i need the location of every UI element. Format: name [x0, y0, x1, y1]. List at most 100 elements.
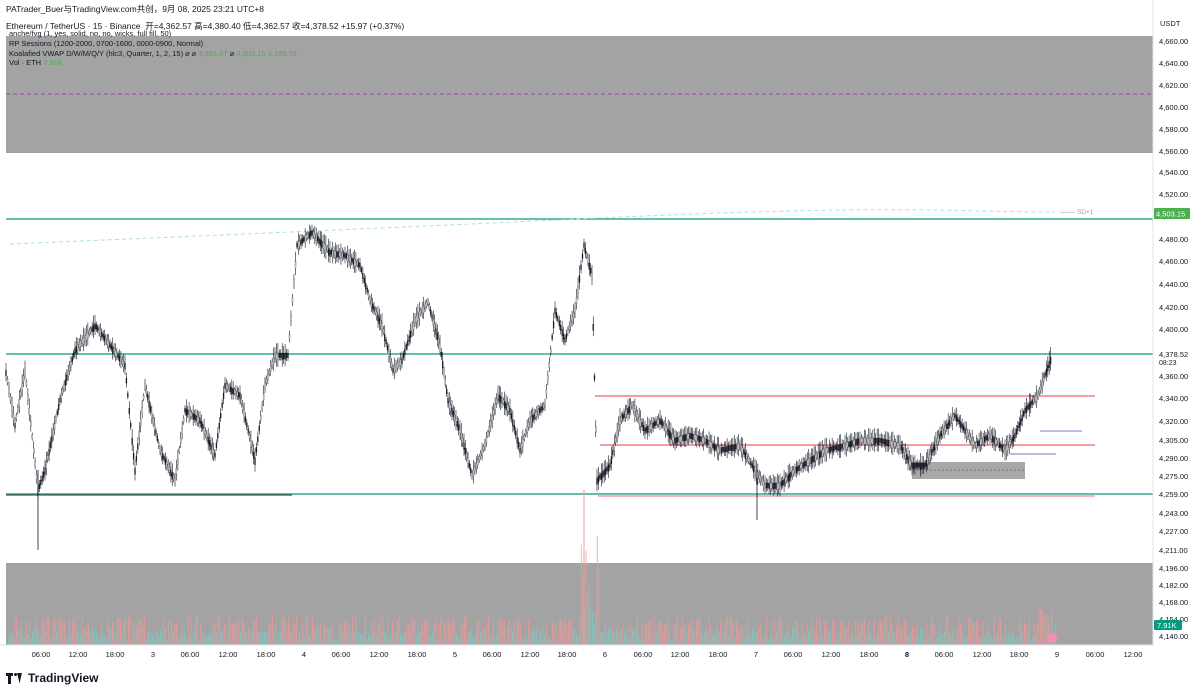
candle-body [281, 352, 283, 361]
candle-body [322, 242, 324, 249]
candle-body [860, 437, 863, 443]
volume-bar [776, 631, 777, 645]
volume-bar [1001, 634, 1003, 645]
candle-body [623, 412, 625, 419]
candle-body [448, 401, 450, 409]
candle-body [1000, 443, 1002, 449]
candle-body [602, 471, 604, 478]
time-tick-label: 06:00 [332, 650, 351, 659]
candle-body [593, 375, 596, 380]
price-tick-label: 4,460.00 [1159, 257, 1188, 266]
price-tick-label: 4,140.00 [1159, 632, 1188, 641]
volume-bar [161, 632, 163, 645]
brand-name: TradingView [28, 671, 99, 685]
candle-body [786, 476, 788, 481]
volume-bar [406, 625, 408, 645]
volume-bar [336, 639, 337, 645]
candle-body [227, 384, 229, 390]
candle-body [427, 299, 429, 305]
legend-vwap[interactable]: Koalafied VWAP D/W/M/Q/Y (hlc3, Quarter,… [9, 49, 297, 59]
candle-body [852, 440, 854, 446]
tradingview-branding[interactable]: TradingView [6, 671, 98, 685]
volume-bar [988, 634, 990, 645]
candle-body [840, 443, 842, 452]
legend-volume[interactable]: Vol · ETH 7.91K [9, 58, 297, 68]
candle-body [414, 317, 416, 324]
volume-bar [1035, 632, 1037, 645]
time-tick-label: 3 [151, 650, 155, 659]
ohlc-values: 开=4,362.57 高=4,380.40 低=4,362.57 收=4,378… [145, 21, 405, 31]
candle-body [51, 436, 53, 443]
volume-bar [702, 636, 704, 645]
volume-bar [796, 620, 798, 645]
candle-body [660, 419, 663, 425]
volume-bar [664, 623, 665, 645]
volume-bar [577, 637, 579, 645]
volume-bar [867, 625, 869, 645]
candle-body [490, 420, 492, 427]
volume-bar [17, 628, 19, 645]
volume-bar [294, 623, 296, 645]
volume-bar [884, 615, 886, 645]
volume-bar [745, 629, 747, 645]
candle-body [908, 458, 910, 465]
candle-body [77, 344, 79, 351]
symbol-title[interactable]: Ethereum / TetherUS · 15 · Binance [6, 21, 141, 31]
candle-body [1004, 447, 1006, 455]
volume-bar [64, 621, 65, 645]
candle-body [128, 407, 130, 414]
volume-bar [609, 629, 611, 645]
candle-body [751, 463, 753, 468]
volume-bar [592, 611, 593, 645]
volume-bar [464, 617, 465, 645]
volume-bar [451, 619, 453, 645]
candle-body [627, 407, 629, 415]
candle-body [596, 477, 598, 485]
candle-body [986, 434, 988, 441]
candle-body [341, 252, 343, 258]
volume-bar [980, 638, 982, 645]
candle-body [568, 324, 570, 330]
candle-body [824, 447, 826, 456]
candle-body [607, 464, 610, 472]
candle-body [485, 437, 488, 443]
volume-bar [428, 634, 430, 645]
candle-body [435, 328, 437, 335]
volume-bar [819, 618, 821, 645]
currency-label[interactable]: USDT [1160, 19, 1181, 28]
candle-body [835, 444, 838, 450]
volume-bar [912, 625, 913, 645]
candle-body [958, 419, 960, 425]
legend-fvg[interactable]: anche/fvg (1, yes, solid, no, no, wicks,… [9, 29, 172, 38]
volume-bar [174, 624, 176, 645]
candle-body [591, 272, 593, 280]
candle-body [475, 462, 477, 469]
legend-sessions[interactable]: RP Sessions (1200-2000, 0700-1600, 0000-… [9, 38, 204, 48]
time-tick-label: 06:00 [483, 650, 502, 659]
volume-bar [1017, 639, 1019, 645]
candle-body [9, 396, 12, 402]
volume-bar [587, 591, 589, 645]
candle-body [382, 328, 385, 333]
candle-body [798, 465, 800, 472]
volume-bar [104, 635, 105, 645]
candle-body [1008, 441, 1010, 449]
volume-bar [304, 637, 305, 645]
candle-body [378, 317, 380, 325]
candle-body [906, 453, 908, 460]
volume-bar [344, 620, 345, 645]
candle-body [736, 443, 738, 450]
candle-body [1037, 392, 1039, 398]
candle-body [678, 436, 680, 442]
volume-bar [492, 619, 494, 645]
time-tick-label: 7 [754, 650, 758, 659]
candle-body [552, 321, 555, 329]
candle-body [513, 424, 515, 431]
volume-bar [894, 634, 896, 645]
candle-body [550, 348, 552, 354]
candle-body [987, 433, 990, 439]
price-tick-label: 4,560.00 [1159, 147, 1188, 156]
candle-body [88, 329, 90, 335]
volume-bar [928, 637, 929, 645]
